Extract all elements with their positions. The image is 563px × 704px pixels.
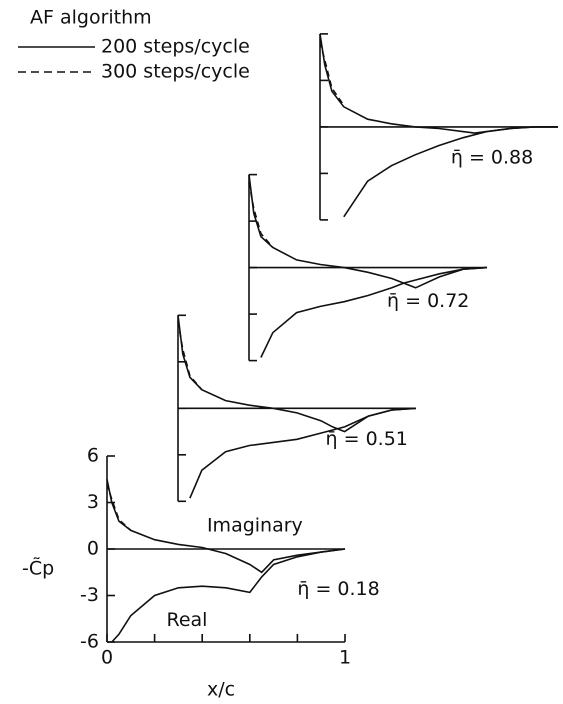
y-tick-label: 0 (87, 538, 99, 560)
legend-label: 200 steps/cycle (101, 36, 250, 58)
series-line (319, 41, 345, 106)
y-tick-label: 6 (87, 445, 99, 467)
series-line (248, 182, 274, 249)
y-tick-label: -3 (80, 584, 99, 606)
series-line (248, 174, 488, 289)
annotation: Real (167, 609, 208, 631)
y-tick-label: 3 (87, 491, 99, 513)
y-label: -C̃p (22, 557, 54, 579)
series-line (189, 407, 417, 499)
x-tick-label: 0 (101, 647, 113, 669)
x-tick-label: 1 (339, 647, 351, 669)
panel-label: η̄ = 0.88 (451, 146, 533, 168)
series-line (106, 483, 132, 531)
annotation: Imaginary (207, 514, 303, 536)
y-tick-label: -6 (80, 631, 99, 653)
panel-label: η̄ = 0.51 (326, 428, 408, 450)
legend-title: AF algorithm (30, 7, 152, 29)
series-line (343, 126, 558, 218)
legend-label: 300 steps/cycle (101, 61, 250, 83)
series-line (260, 266, 488, 358)
x-label: x/c (207, 679, 235, 701)
series-line (111, 548, 346, 643)
series-line (177, 315, 417, 433)
series-line (106, 479, 346, 574)
panel-label: η̄ = 0.18 (297, 578, 379, 600)
series-line (177, 321, 203, 391)
panel-label: η̄ = 0.72 (387, 290, 469, 312)
series-line (319, 33, 558, 134)
